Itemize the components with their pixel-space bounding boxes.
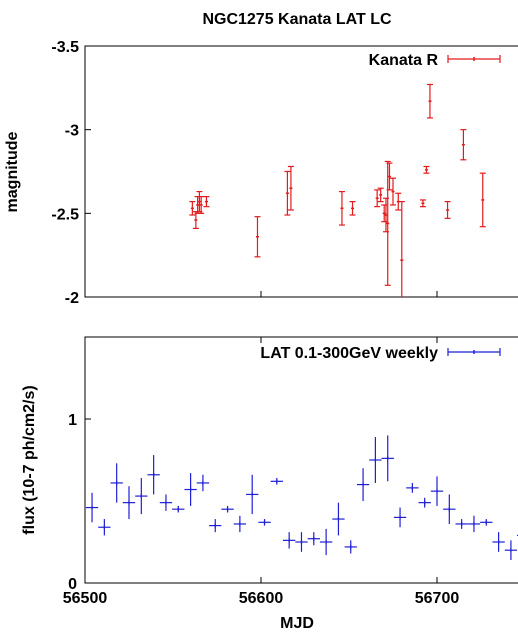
x-tick-label: 56500 <box>63 590 108 607</box>
kanata-r-point <box>338 190 345 226</box>
kanata-r-point <box>419 199 426 208</box>
lat-weekly-point <box>98 519 111 536</box>
lat-weekly-point <box>246 474 259 515</box>
kanata-r-point <box>398 201 405 297</box>
lat-weekly-point <box>332 502 345 536</box>
lat-weekly-point <box>159 494 173 511</box>
lat-weekly-point <box>221 505 234 513</box>
lat-weekly-point <box>110 463 123 503</box>
bottom-panel: flux (10-7 ph/cm2/s) MJD 01 56500 56600 56… <box>21 336 518 632</box>
bottom-y-tick-label: 0 <box>68 576 77 593</box>
lat-weekly-point <box>504 540 518 561</box>
lat-weekly-point <box>492 532 505 552</box>
kanata-r-point <box>479 172 486 228</box>
top-y-tick-label: -2.5 <box>51 206 79 223</box>
kanata-r-point <box>287 165 294 211</box>
top-y-ticks: -3.5 -3 -2.5 -2 <box>51 39 438 307</box>
kanata-r-point <box>284 170 291 216</box>
kanata-r-point <box>349 201 356 216</box>
bottom-y-ticks: 01 <box>68 412 91 593</box>
top-y-tick-label: -2 <box>65 290 79 307</box>
kanata-r-point <box>390 177 396 206</box>
lat-weekly-point <box>467 515 481 533</box>
lat-weekly-point <box>196 474 210 492</box>
lat-weekly-point <box>135 478 148 515</box>
lat-weekly-point <box>480 519 493 526</box>
x-axis-label: MJD <box>280 615 314 632</box>
lat-weekly-point <box>319 528 333 556</box>
top-legend: Kanata R <box>369 52 501 69</box>
lat-weekly-point <box>209 519 222 533</box>
lat-weekly-point <box>85 492 99 523</box>
chart-title: NGC1275 Kanata LAT LC <box>202 11 392 28</box>
kanata-r-point <box>426 83 433 119</box>
lat-weekly-point <box>184 473 197 506</box>
lat-weekly-point <box>147 455 160 495</box>
kanata-r-point <box>386 162 393 191</box>
lat-weekly-point <box>418 497 431 508</box>
lat-weekly-point <box>455 519 468 529</box>
lat-weekly-point <box>258 519 271 526</box>
bottom-y-tick-label: 1 <box>68 412 77 429</box>
kanata-r-point <box>460 129 467 161</box>
bottom-y-axis-label: flux (10-7 ph/cm2/s) <box>21 385 38 534</box>
lat-weekly-point <box>344 540 357 554</box>
kanata-r-point <box>192 211 199 229</box>
kanata-r-point <box>203 196 210 208</box>
lat-weekly-point <box>122 486 136 520</box>
lat-weekly-point <box>443 494 456 524</box>
lat-weekly-point <box>393 507 407 528</box>
kanata-r-point <box>198 196 205 214</box>
lat-weekly-point <box>381 435 394 482</box>
kanata-r-point <box>377 187 384 203</box>
kanata-r-point <box>189 201 196 216</box>
kanata-r-point <box>254 216 261 258</box>
bottom-x-ticks: 56500 56600 56700 <box>63 337 460 607</box>
top-y-axis-label: magnitude <box>4 131 21 212</box>
lat-weekly-point <box>233 515 247 533</box>
kanata-r-point <box>374 189 381 208</box>
kanata-r-point <box>444 201 451 219</box>
bottom-legend-label: LAT 0.1-300GeV weekly <box>260 345 438 362</box>
top-plot-frame <box>84 45 518 298</box>
bottom-legend-sample <box>447 348 501 356</box>
lat-weekly-point <box>406 482 419 493</box>
lat-weekly-point <box>307 532 320 546</box>
bottom-legend: LAT 0.1-300GeV weekly <box>260 345 501 362</box>
top-y-tick-label: -3.5 <box>51 39 79 56</box>
bottom-plot-frame <box>84 336 518 584</box>
top-panel: magnitude -3.5 -3 -2.5 -2 Kanata R <box>4 39 518 307</box>
top-legend-label: Kanata R <box>369 52 439 69</box>
top-y-tick-label: -3 <box>65 123 79 140</box>
x-tick-label: 56600 <box>239 590 284 607</box>
lat-weekly-point <box>172 505 185 513</box>
lat-weekly-point <box>283 532 296 549</box>
top-legend-sample <box>447 55 501 63</box>
lat-weekly-point <box>356 468 370 501</box>
bottom-series-lat-weekly <box>85 435 518 561</box>
kanata-r-point <box>384 160 391 286</box>
lat-weekly-point <box>270 478 283 485</box>
top-series-kanata-r <box>189 83 486 297</box>
lat-weekly-point <box>430 476 444 506</box>
lat-weekly-point <box>295 532 308 552</box>
lat-weekly-point <box>369 437 382 483</box>
kanata-r-point <box>423 165 430 174</box>
x-tick-label: 56700 <box>415 590 460 607</box>
